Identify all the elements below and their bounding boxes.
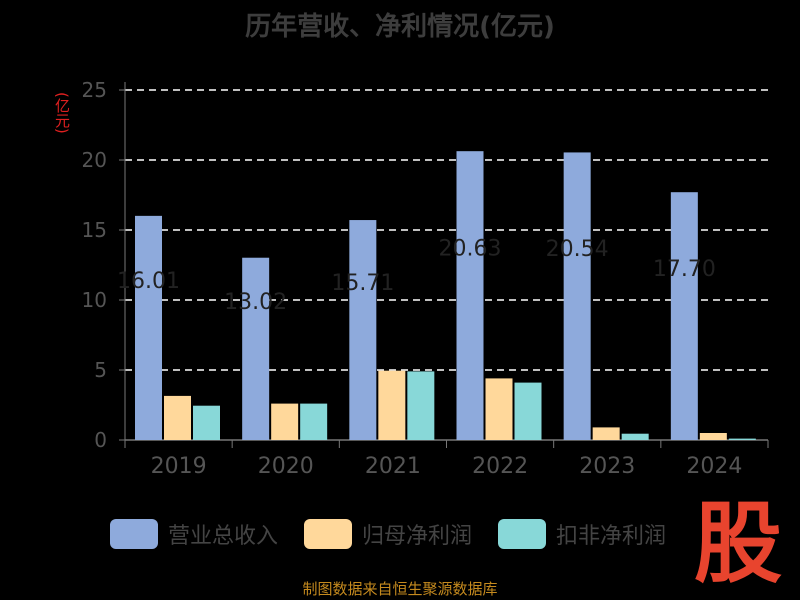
bar-2-2020: [300, 403, 328, 440]
legend-item-net-profit[interactable]: 归母净利润: [304, 518, 472, 550]
bar-2-2024: [728, 438, 756, 440]
data-label-2024: 17.70: [653, 257, 716, 282]
legend-swatch-deducted-profit: [498, 519, 547, 549]
bar-0-2024: [670, 192, 698, 440]
x-tick-label-2019: 2019: [151, 454, 207, 479]
bar-1-2023: [592, 427, 620, 440]
x-tick-label-2020: 2020: [258, 454, 314, 479]
legend-label-deducted-profit: 扣非净利润: [556, 524, 667, 549]
bar-0-2022: [456, 151, 484, 440]
data-label-2020: 13.02: [224, 290, 287, 315]
legend: 营业总收入 归母净利润 扣非净利润: [110, 518, 692, 550]
bar-1-2019: [164, 395, 191, 440]
y-tick-label-25: 25: [82, 78, 107, 102]
legend-swatch-revenue: [110, 519, 158, 549]
y-tick-label-0: 0: [94, 428, 107, 452]
y-axis-unit: (亿元): [53, 92, 71, 134]
y-tick-label-15: 15: [82, 218, 107, 242]
data-label-2023: 20.54: [546, 237, 609, 262]
legend-item-revenue[interactable]: 营业总收入: [110, 518, 278, 550]
bar-2-2022: [514, 382, 542, 440]
bar-1-2021: [378, 370, 406, 440]
y-tick-label-20: 20: [82, 148, 107, 172]
bar-1-2024: [699, 433, 727, 440]
bar-0-2019: [135, 215, 162, 440]
data-label-2022: 20.63: [439, 237, 502, 262]
data-label-2021: 15.71: [331, 271, 394, 296]
bar-2-2021: [407, 371, 435, 440]
bar-1-2022: [485, 378, 513, 440]
bar-0-2020: [242, 257, 270, 440]
data-source-note: 制图数据来自恒生聚源数据库: [302, 580, 498, 598]
bar-0-2023: [563, 152, 591, 440]
legend-item-deducted-profit[interactable]: 扣非净利润: [498, 518, 666, 550]
y-tick-label-10: 10: [82, 288, 107, 312]
bar-2-2019: [193, 405, 220, 440]
legend-swatch-net-profit: [304, 519, 353, 549]
data-label-2019: 16.01: [117, 269, 180, 294]
legend-label-net-profit: 归母净利润: [362, 524, 473, 549]
y-tick-label-5: 5: [94, 358, 107, 382]
bar-1-2020: [271, 403, 299, 440]
x-tick-label-2024: 2024: [686, 454, 742, 479]
bar-2-2023: [621, 433, 649, 440]
watermark-glyph: 股: [694, 498, 782, 584]
legend-label-revenue: 营业总收入: [168, 524, 279, 549]
bar-0-2021: [349, 220, 377, 440]
chart-title: 历年营收、净利情况(亿元): [245, 12, 555, 42]
x-tick-label-2021: 2021: [365, 454, 421, 479]
x-tick-label-2022: 2022: [472, 454, 528, 479]
watermark-logo: 股: [694, 498, 782, 584]
x-tick-label-2023: 2023: [579, 454, 635, 479]
